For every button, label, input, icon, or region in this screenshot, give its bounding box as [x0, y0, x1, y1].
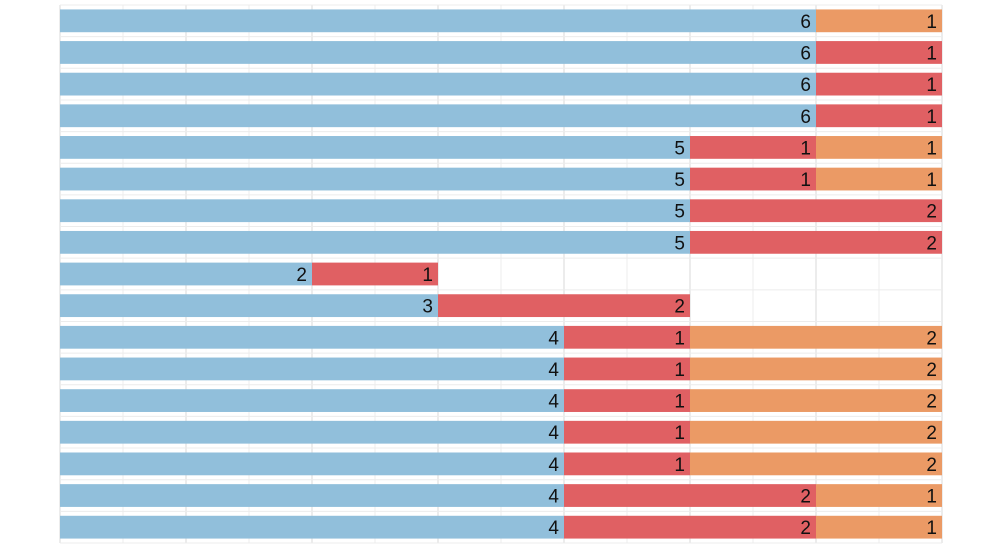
bar-segment-row2-s2	[816, 41, 942, 64]
bar-segment-row4-s2	[816, 104, 942, 128]
bar-value-label: 2	[800, 487, 811, 508]
bar-segment-row13-s2	[564, 389, 690, 412]
bar-segment-row12-s3	[690, 357, 942, 381]
bar-segment-row7-s1	[60, 199, 690, 223]
bar-segment-row16-s3	[816, 484, 942, 507]
bar-value-label: 2	[674, 297, 685, 318]
bar-segment-row9-s1	[60, 262, 312, 286]
bar-segment-row10-s1	[60, 294, 438, 318]
bar-segment-row16-s1	[60, 484, 564, 507]
bar-segment-row16-s2	[564, 484, 816, 507]
bar-value-label: 1	[674, 328, 685, 349]
bar-value-label: 1	[926, 138, 937, 159]
bar-segment-row5-s1	[60, 136, 690, 159]
bar-segment-row13-s1	[60, 389, 564, 412]
bar-value-label: 1	[926, 12, 937, 33]
bar-segment-row4-s1	[60, 104, 816, 128]
bar-value-label: 1	[674, 360, 685, 381]
bar-value-label: 1	[926, 487, 937, 508]
bar-segment-row2-s1	[60, 41, 816, 64]
bar-segment-row8-s2	[690, 230, 942, 254]
bar-segment-row6-s2	[690, 167, 816, 191]
bar-value-label: 6	[800, 75, 811, 96]
bar-segment-row15-s3	[690, 452, 942, 476]
bar-value-label: 6	[800, 43, 811, 64]
bar-value-label: 5	[674, 202, 685, 223]
bar-value-label: 2	[926, 328, 937, 349]
bars	[60, 9, 942, 539]
bar-value-label: 1	[926, 107, 937, 128]
bar-value-label: 4	[548, 392, 559, 413]
bar-value-label: 2	[926, 202, 937, 223]
bar-value-label: 1	[800, 170, 811, 191]
data-labels: 6 1 6 1 6 1 6 1 5 1 1 5 1 1 5 2 5 2 2 1 3 2 4 1 2 4 1 2 4 1 2 4 1 2 4 1 2 4 2 1…	[296, 12, 937, 539]
bar-value-label: 5	[674, 233, 685, 254]
bar-segment-row17-s2	[564, 515, 816, 539]
bar-segment-row13-s3	[690, 389, 942, 412]
bar-segment-row12-s1	[60, 357, 564, 381]
bar-value-label: 2	[926, 233, 937, 254]
bar-value-label: 5	[674, 170, 685, 191]
bar-value-label: 1	[926, 43, 937, 64]
bar-value-label: 1	[926, 75, 937, 96]
bar-value-label: 2	[800, 518, 811, 539]
bar-value-label: 1	[926, 170, 937, 191]
bar-segment-row6-s1	[60, 167, 690, 191]
bar-value-label: 2	[926, 423, 937, 444]
bar-segment-row11-s3	[690, 325, 942, 349]
bar-segment-row15-s2	[564, 452, 690, 476]
bar-segment-row6-s3	[816, 167, 942, 191]
bar-value-label: 5	[674, 138, 685, 159]
bar-segment-row14-s3	[690, 420, 942, 444]
bar-segment-row3-s2	[816, 72, 942, 96]
bar-value-label: 2	[926, 360, 937, 381]
bar-segment-row10-s2	[438, 294, 690, 318]
bar-segment-row7-s2	[690, 199, 942, 223]
bar-value-label: 1	[674, 455, 685, 476]
bar-segment-row17-s1	[60, 515, 564, 539]
bar-segment-row1-s1	[60, 9, 816, 33]
bar-value-label: 1	[800, 138, 811, 159]
bar-value-label: 1	[422, 265, 433, 286]
bar-segment-row11-s1	[60, 325, 564, 349]
bar-value-label: 4	[548, 328, 559, 349]
bar-segment-row12-s2	[564, 357, 690, 381]
bar-value-label: 2	[926, 392, 937, 413]
bar-segment-row15-s1	[60, 452, 564, 476]
bar-value-label: 6	[800, 107, 811, 128]
bar-value-label: 1	[674, 392, 685, 413]
bar-value-label: 4	[548, 360, 559, 381]
bar-value-label: 1	[674, 423, 685, 444]
bar-segment-row3-s1	[60, 72, 816, 96]
bar-value-label: 4	[548, 487, 559, 508]
bar-value-label: 3	[422, 297, 433, 318]
bar-value-label: 2	[296, 265, 307, 286]
bar-segment-row14-s1	[60, 420, 564, 444]
bar-segment-row17-s3	[816, 515, 942, 539]
bar-segment-row1-s3	[816, 9, 942, 33]
bar-value-label: 4	[548, 455, 559, 476]
bar-value-label: 1	[926, 518, 937, 539]
bar-value-label: 4	[548, 423, 559, 444]
bar-value-label: 2	[926, 455, 937, 476]
bar-segment-row11-s2	[564, 325, 690, 349]
bar-value-label: 4	[548, 518, 559, 539]
bar-segment-row5-s3	[816, 136, 942, 159]
bar-segment-row14-s2	[564, 420, 690, 444]
bar-segment-row8-s1	[60, 230, 690, 254]
bar-value-label: 6	[800, 12, 811, 33]
bar-segment-row5-s2	[690, 136, 816, 159]
bar-segment-row9-s2	[312, 262, 438, 286]
